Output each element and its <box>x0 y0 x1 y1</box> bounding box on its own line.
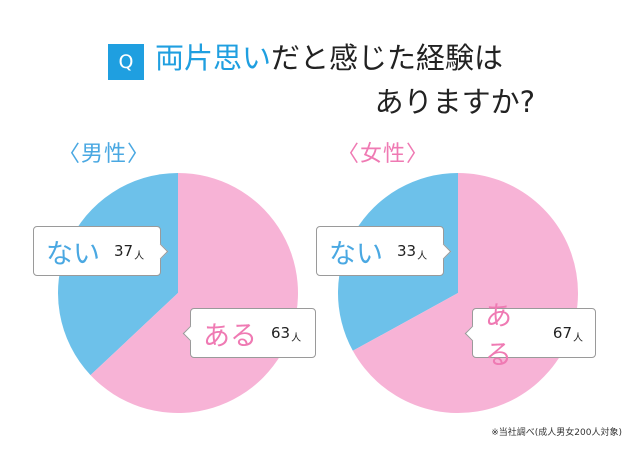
female-pie <box>338 173 578 414</box>
female-nai-callout: ない 33 人 <box>316 226 452 276</box>
female-aru-value: 67 <box>552 324 572 342</box>
male-pie <box>57 173 298 413</box>
female-aru-label: ある <box>485 301 512 371</box>
male-nai-unit: 人 <box>134 250 145 262</box>
male-chart-title: 〈男性〉 <box>58 142 151 167</box>
title-rest: だと感じた経験は <box>271 41 504 75</box>
page-title: 両片思いだと感じた経験は ありますか? <box>155 36 535 124</box>
female-nai-value: 33 <box>397 242 417 260</box>
male-aru-unit: 人 <box>291 332 302 344</box>
female-aru-unit: 人 <box>573 332 583 344</box>
male-aru-value: 63 <box>271 324 291 342</box>
female-nai-label: ない <box>329 238 383 270</box>
female-chart-title: 〈女性〉 <box>337 142 430 167</box>
male-nai-label: ない <box>46 238 100 270</box>
male-aru-callout: ある 63 人 <box>182 308 316 358</box>
female-aru-callout: ある 67 人 <box>464 301 596 371</box>
question-badge: Q <box>108 44 144 80</box>
title-line2: ありますか? <box>374 85 535 119</box>
male-nai-value: 37 <box>114 242 134 260</box>
male-nai-callout: ない 37 人 <box>33 226 169 276</box>
footnote: ※当社調べ(成人男女200人対象) <box>491 428 622 438</box>
male-aru-label: ある <box>203 320 257 352</box>
female-nai-unit: 人 <box>417 250 428 262</box>
title-accent: 両片思い <box>155 41 272 75</box>
